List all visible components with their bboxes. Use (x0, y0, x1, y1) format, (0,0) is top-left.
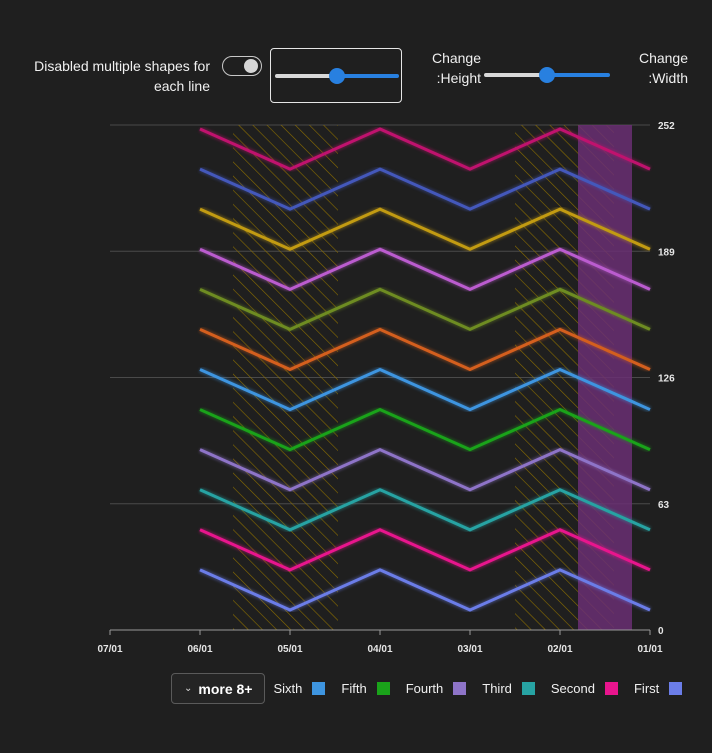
axis-layer: 07/01 06/01 05/01 04/01 03/01 02/01 01/01 0 63 12… (97, 121, 675, 655)
legend-items: Sixth Fifth Fourth Third Second First (273, 681, 683, 696)
series-layer (198, 125, 652, 614)
series-path (199, 448, 651, 492)
toggle-knob (244, 59, 258, 73)
slider-thumb[interactable] (539, 67, 555, 83)
legend-item[interactable]: Third (482, 681, 535, 696)
y-tick-label: 189 (658, 247, 675, 258)
x-tick-label: 05/01 (277, 644, 302, 655)
y-tick-label: 126 (658, 374, 675, 385)
height-label-top: Change (431, 50, 481, 66)
legend-label: First (633, 681, 660, 696)
legend-item[interactable]: Sixth (273, 681, 326, 696)
series-path (199, 287, 651, 332)
slider-thumb[interactable] (329, 68, 345, 84)
height-label-bottom: :Height (436, 70, 481, 86)
toggle-label: Disabled multiple shapes for each line (34, 58, 210, 94)
line-chart: 07/01 06/01 05/01 04/01 03/01 02/01 01/01 0 63 12… (97, 121, 675, 655)
x-tick-label: 01/01 (637, 644, 662, 655)
series-line[interactable] (198, 406, 652, 453)
series-line[interactable] (198, 165, 652, 213)
y-tick-label: 0 (658, 626, 664, 637)
slider-fill (337, 74, 399, 78)
slider-fill (547, 73, 610, 77)
slider-track (484, 73, 547, 77)
series-line[interactable] (198, 205, 652, 253)
x-tick-label: 06/01 (187, 644, 212, 655)
height-label: Change :Height (420, 48, 481, 88)
legend-label: Fourth (405, 681, 444, 696)
legend-swatch (521, 682, 535, 695)
series-path (199, 407, 651, 452)
series-line[interactable] (198, 526, 652, 574)
legend-swatch (376, 682, 390, 695)
legend-swatch (669, 682, 683, 695)
multiple-shapes-toggle[interactable] (222, 56, 262, 76)
legend-label: Second (550, 681, 595, 696)
series-line[interactable] (198, 245, 652, 293)
series-path (199, 207, 651, 251)
series-path (199, 327, 651, 372)
x-tick-label: 02/01 (547, 644, 572, 655)
series-line[interactable] (198, 366, 652, 413)
slider-box (270, 48, 402, 103)
highlight-band (578, 125, 632, 630)
series-path (199, 568, 651, 612)
band-layer (233, 125, 632, 630)
x-tick-label: 07/01 (97, 644, 122, 655)
width-label: Change :Width (626, 48, 688, 88)
series-path (199, 127, 651, 171)
legend-swatch (312, 682, 326, 695)
width-label-top: Change (638, 50, 688, 66)
height-slider[interactable] (484, 67, 610, 83)
more-label: more 8+ (198, 680, 253, 697)
series-line[interactable] (198, 125, 652, 173)
series-line[interactable] (198, 326, 652, 373)
legend-swatch (453, 682, 467, 695)
slider-track (275, 74, 337, 78)
y-tick-label: 63 (658, 500, 670, 511)
legend-item[interactable]: Fourth (406, 681, 467, 696)
y-tick-label: 252 (658, 121, 675, 132)
more-legend-button[interactable]: ⌄ more 8+ (171, 673, 266, 704)
controls-bar: Disabled multiple shapes for each line C… (0, 0, 712, 110)
series-line[interactable] (198, 286, 652, 333)
x-tick-label: 04/01 (367, 644, 392, 655)
series-line[interactable] (198, 486, 652, 534)
series-path (199, 367, 651, 412)
x-tick-label: 03/01 (457, 644, 482, 655)
legend-label: Third (482, 681, 512, 696)
legend-label: Fifth (341, 681, 367, 696)
legend-swatch (604, 682, 618, 695)
width-label-bottom: :Width (648, 70, 688, 86)
series-line[interactable] (198, 446, 652, 494)
series-line[interactable] (198, 566, 652, 614)
legend-item[interactable]: First (633, 681, 683, 696)
box-slider[interactable] (275, 68, 399, 84)
series-path (199, 167, 651, 211)
chevron-down-icon: ⌄ (184, 683, 193, 694)
series-path (199, 247, 651, 291)
legend-item[interactable]: Second (551, 681, 618, 696)
legend: ⌄ more 8+ Sixth Fifth Fourth Third Second Fir… (171, 672, 683, 705)
series-path (199, 528, 651, 572)
legend-item[interactable]: Fifth (341, 681, 390, 696)
series-path (199, 488, 651, 532)
legend-label: Sixth (273, 681, 303, 696)
